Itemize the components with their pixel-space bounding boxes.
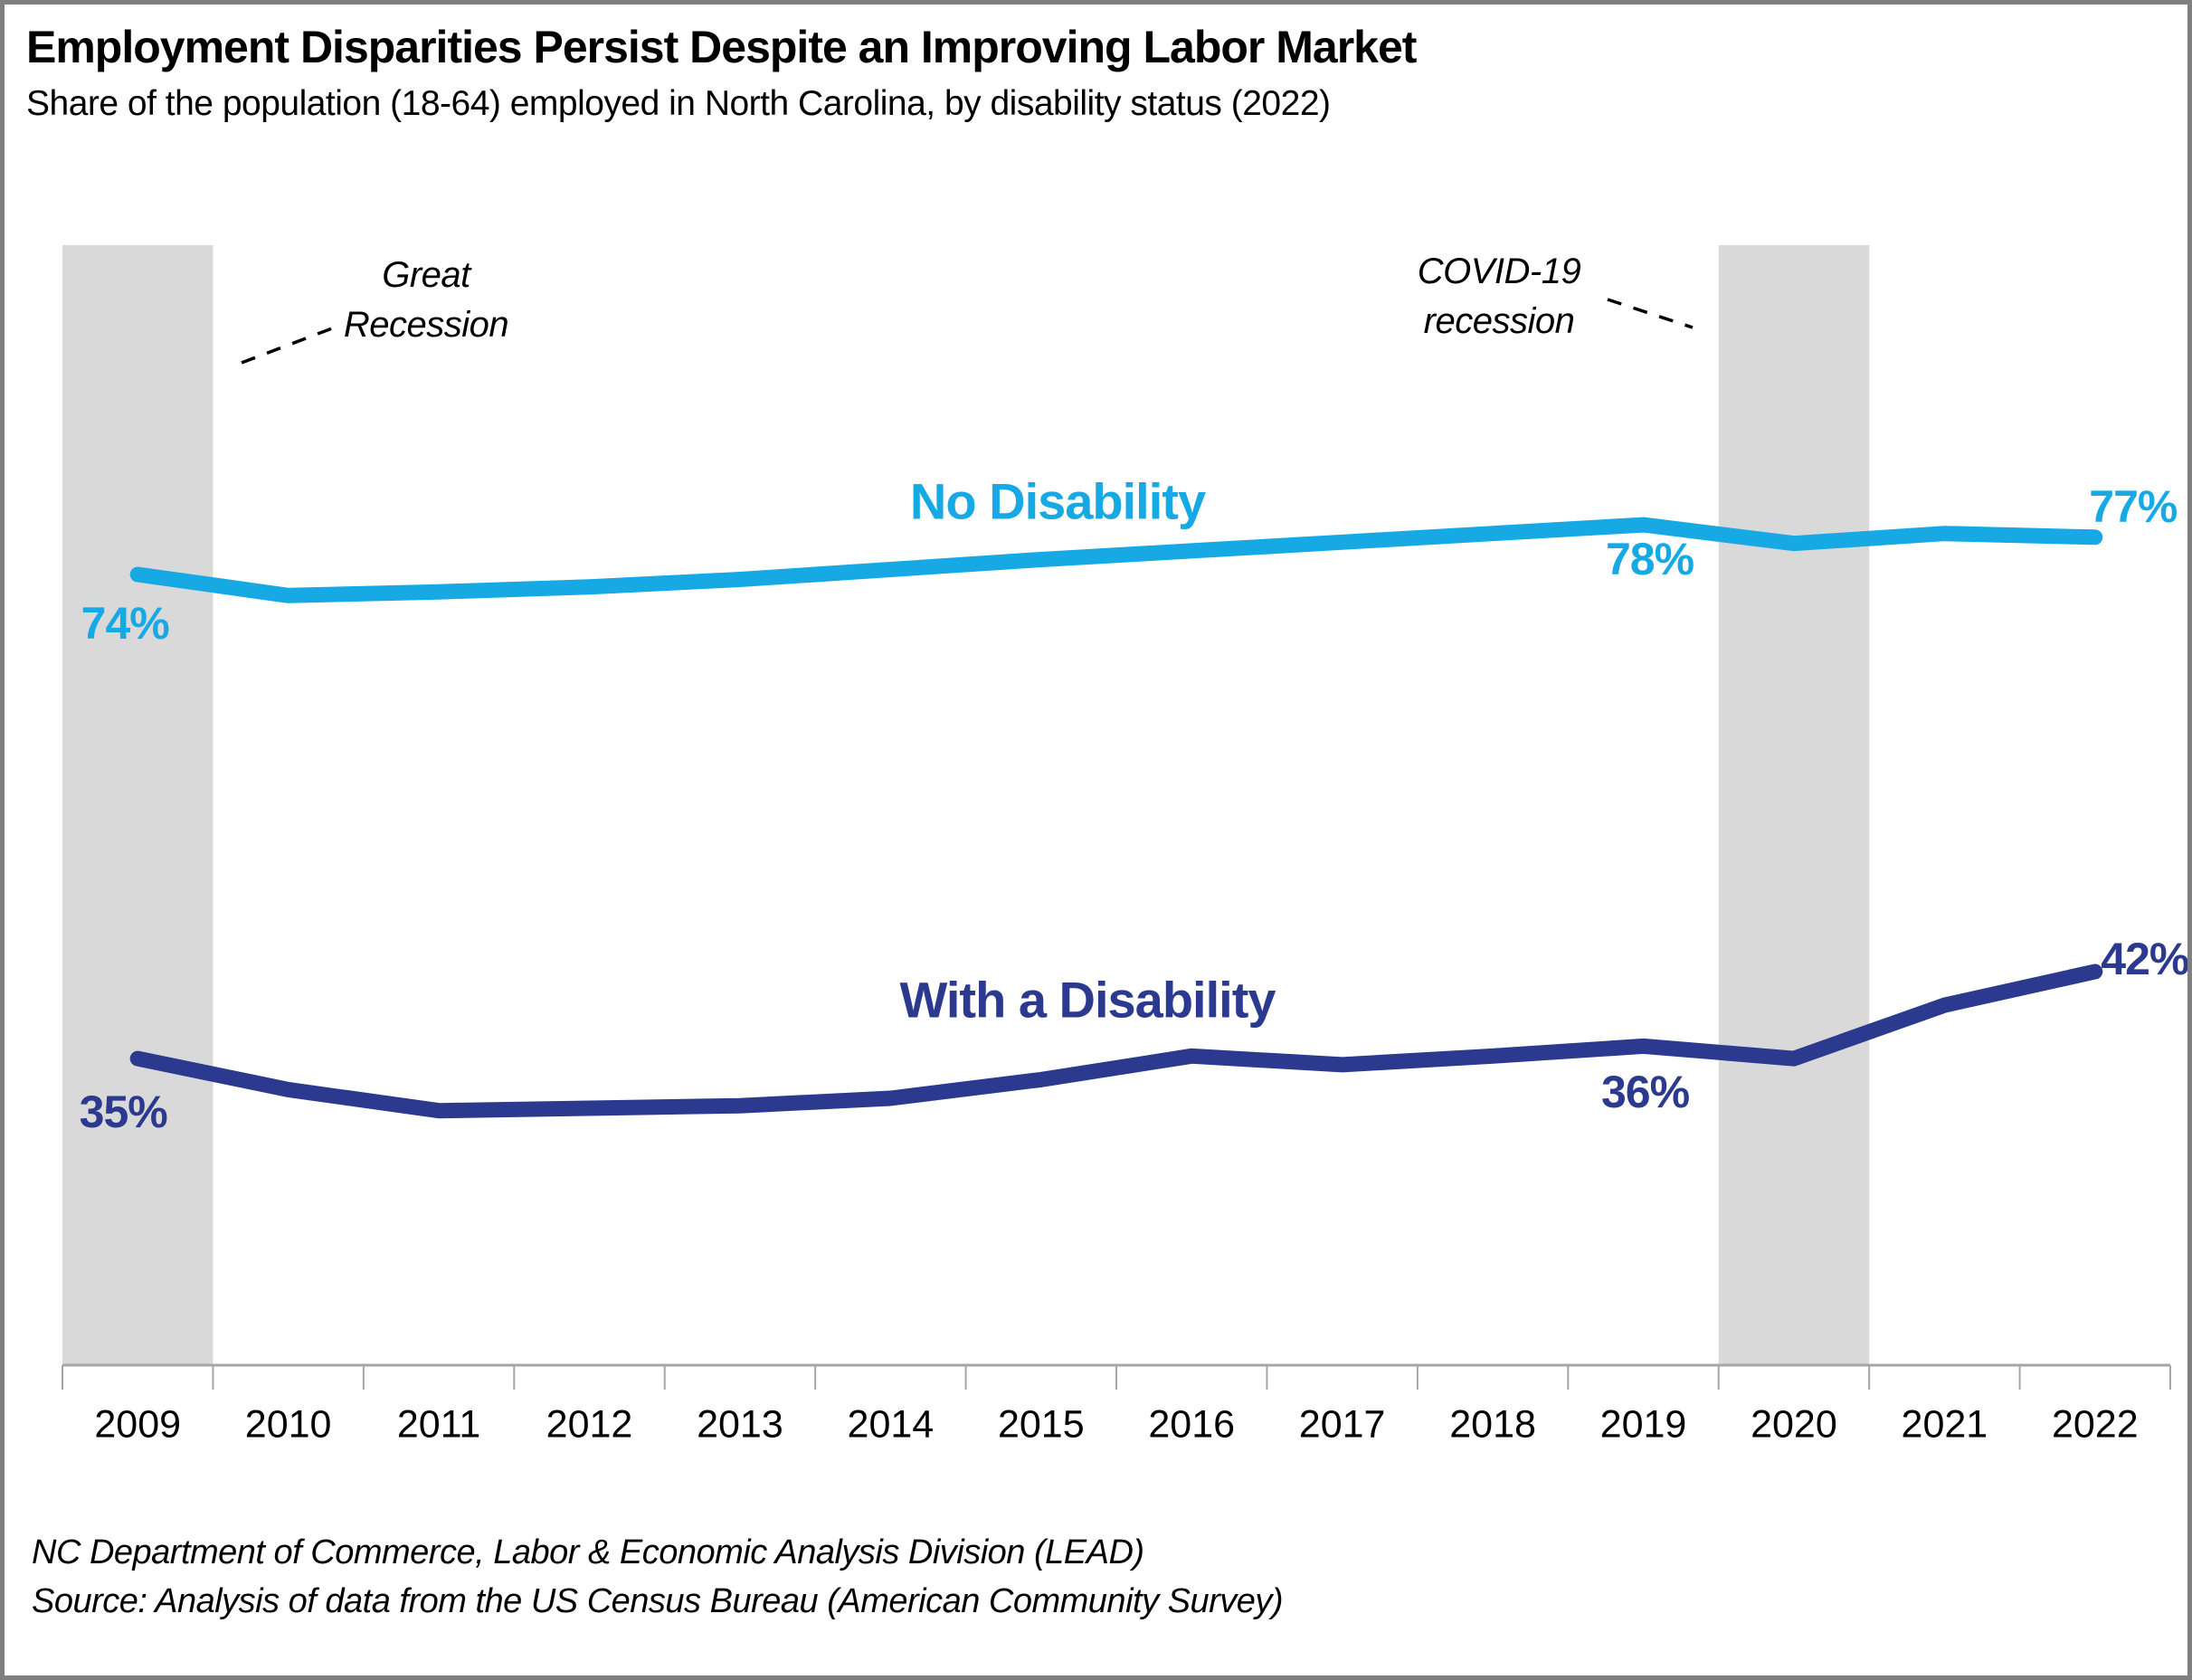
- series-label-with-a-disability: With a Disability: [899, 971, 1276, 1029]
- chart-footer: NC Department of Commerce, Labor & Econo…: [32, 1528, 1284, 1626]
- series-line-no-disability: [129, 517, 2103, 603]
- x-axis-label-2022: 2022: [2051, 1402, 2139, 1447]
- plot-area: Great Recession COVID-19 recession No Di…: [5, 5, 2189, 1675]
- x-axis-label-2020: 2020: [1751, 1402, 1837, 1447]
- series-line-with-a-disability: [129, 963, 2103, 1119]
- data-label-no-disability-2009: 74%: [81, 598, 170, 649]
- x-axis-label-2012: 2012: [546, 1402, 633, 1447]
- x-axis-label-2018: 2018: [1449, 1402, 1536, 1447]
- x-axis-label-2014: 2014: [847, 1402, 935, 1447]
- x-axis-label-2011: 2011: [396, 1402, 481, 1447]
- data-label-with-a-disability-2019: 36%: [1600, 1067, 1690, 1118]
- line-chart: [62, 245, 2172, 1390]
- series-label-no-disability: No Disability: [909, 472, 1206, 530]
- annotation-covid-recession-line1: COVID-19: [1417, 252, 1581, 291]
- data-label-no-disability-2022: 77%: [2089, 480, 2178, 532]
- x-axis-label-2013: 2013: [697, 1402, 783, 1447]
- x-axis-label-2009: 2009: [94, 1402, 182, 1447]
- x-axis-label-2021: 2021: [1901, 1402, 1988, 1447]
- chart-title: Employment Disparities Persist Despite a…: [26, 22, 1417, 72]
- covid-recession-leader-line: [1607, 298, 1694, 329]
- x-axis-label-2017: 2017: [1298, 1402, 1386, 1447]
- data-label-no-disability-2019: 78%: [1605, 534, 1694, 585]
- great-recession-leader-line: [241, 327, 333, 365]
- x-axis-label-2015: 2015: [997, 1402, 1085, 1447]
- x-axis-label-2019: 2019: [1599, 1402, 1687, 1447]
- annotation-covid-recession-line2: recession: [1423, 301, 1575, 341]
- chart-subtitle: Share of the population (18-64) employed…: [26, 84, 1331, 123]
- annotation-great-recession: Great Recession: [343, 251, 509, 350]
- annotation-great-recession-line2: Recession: [343, 305, 509, 345]
- footer-source: Source: Analysis of data from the US Cen…: [32, 1582, 1284, 1620]
- footer-attribution: NC Department of Commerce, Labor & Econo…: [32, 1533, 1144, 1571]
- annotation-covid-recession: COVID-19 recession: [1418, 247, 1581, 346]
- recession-band-1: [1718, 245, 1870, 1365]
- data-label-with-a-disability-2022: 42%: [2101, 934, 2189, 985]
- recession-band-0: [62, 245, 214, 1365]
- data-label-with-a-disability-2009: 35%: [79, 1087, 168, 1138]
- x-axis-label-2010: 2010: [244, 1402, 332, 1447]
- annotation-great-recession-line1: Great: [382, 255, 470, 295]
- x-axis-label-2016: 2016: [1148, 1402, 1236, 1447]
